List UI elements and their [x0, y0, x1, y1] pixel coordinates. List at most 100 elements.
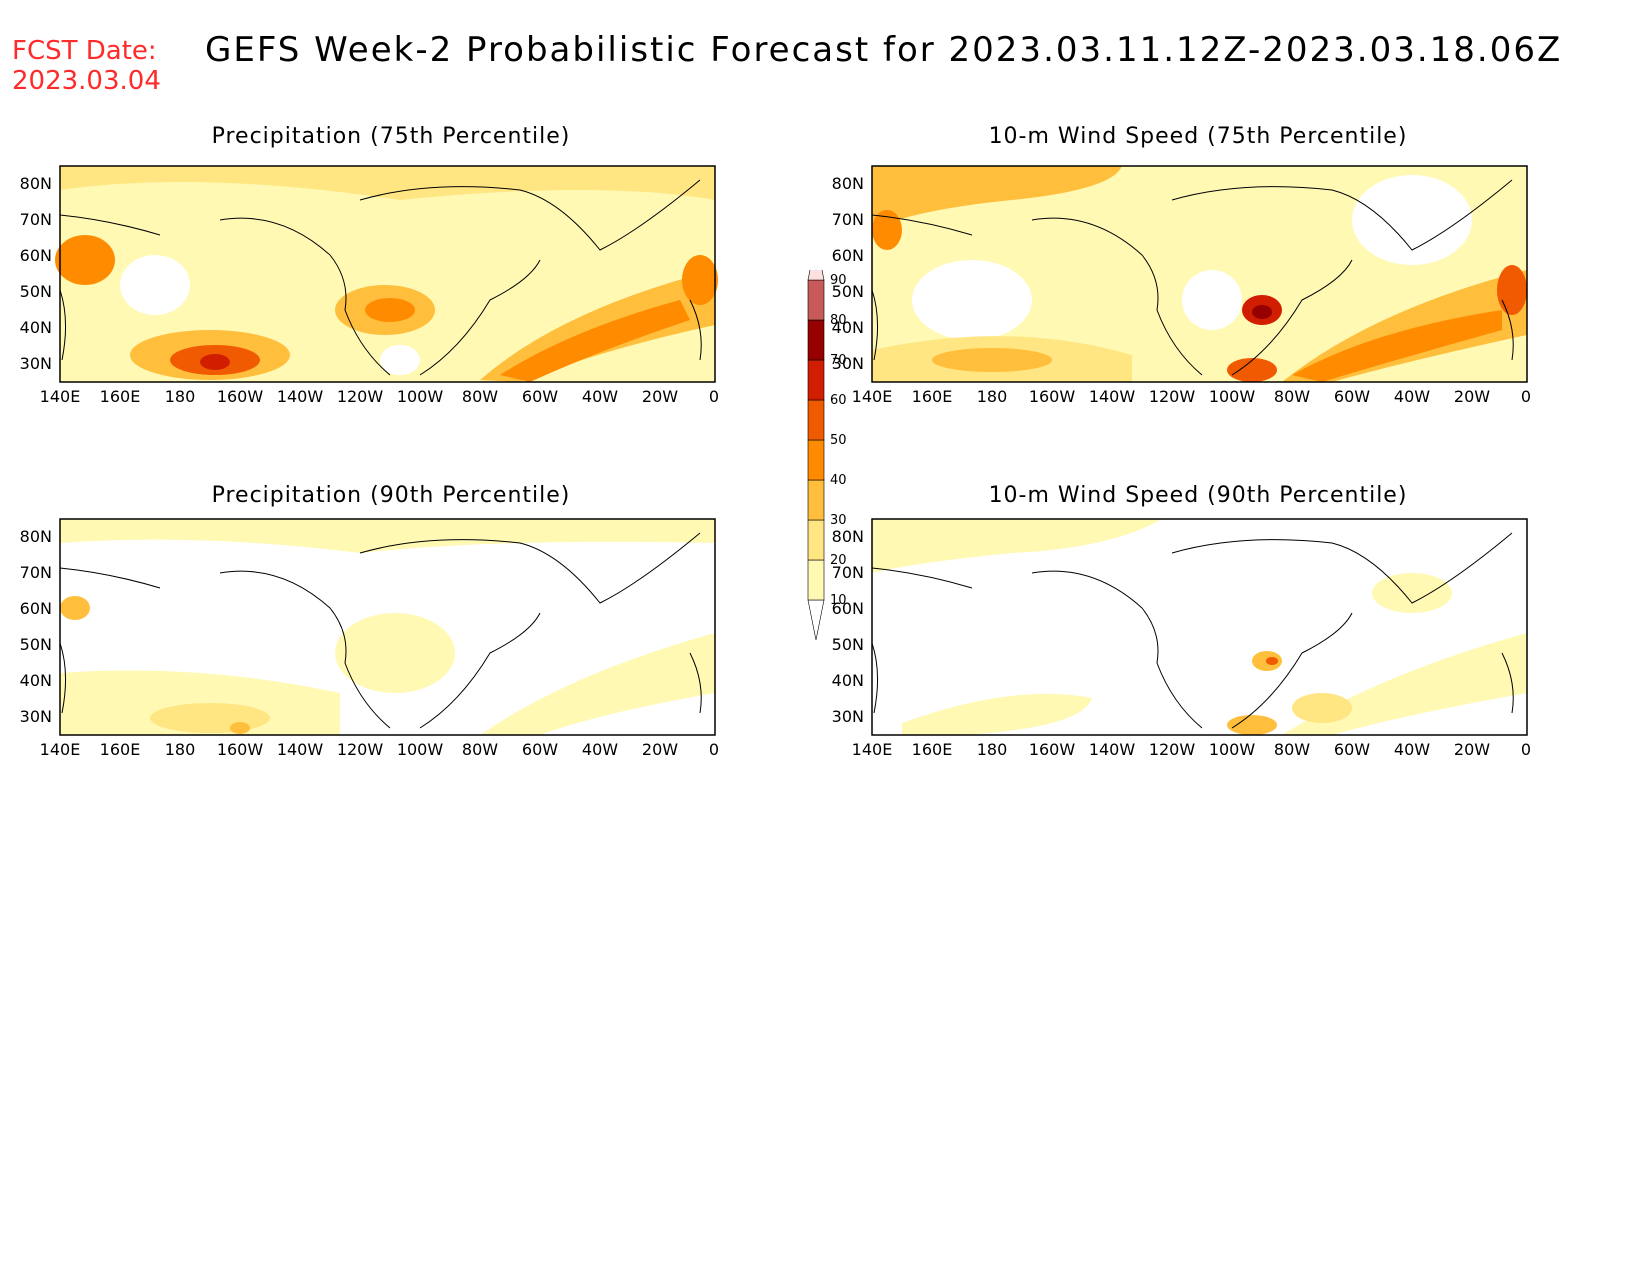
- colorbar-label: 30: [830, 513, 847, 528]
- svg-text:40W: 40W: [582, 387, 618, 406]
- svg-text:70N: 70N: [832, 210, 864, 229]
- svg-text:180: 180: [165, 387, 196, 406]
- colorbar-label: 80: [830, 313, 847, 328]
- colorbar-swatch: [807, 519, 825, 561]
- svg-text:80N: 80N: [20, 527, 52, 546]
- svg-text:180: 180: [977, 387, 1008, 406]
- panel-title-wind-90: 10-m Wind Speed (90th Percentile): [988, 483, 1408, 508]
- map-precip-90: 80N 70N 60N 50N 40N 30N 140E 160E 180 16…: [20, 518, 719, 759]
- svg-text:70N: 70N: [20, 563, 52, 582]
- svg-text:100W: 100W: [1209, 740, 1256, 759]
- svg-text:0: 0: [709, 740, 719, 759]
- svg-text:100W: 100W: [397, 740, 444, 759]
- lat-labels: 80N 70N 60N 50N 40N 30N: [20, 527, 52, 726]
- svg-text:80W: 80W: [1274, 740, 1310, 759]
- map-wind-90: 80N 70N 60N 50N 40N 30N 140E 160E 180 16…: [832, 518, 1531, 759]
- svg-text:0: 0: [1521, 740, 1531, 759]
- svg-text:40N: 40N: [832, 671, 864, 690]
- svg-text:70N: 70N: [832, 563, 864, 582]
- svg-text:70N: 70N: [20, 210, 52, 229]
- svg-text:80N: 80N: [20, 174, 52, 193]
- svg-text:140W: 140W: [277, 387, 324, 406]
- svg-text:80N: 80N: [832, 174, 864, 193]
- colorbar-swatch: [807, 270, 825, 281]
- svg-text:100W: 100W: [397, 387, 444, 406]
- colorbar-swatch: [807, 399, 825, 441]
- svg-text:0: 0: [1521, 387, 1531, 406]
- colorbar-label: 40: [830, 473, 847, 488]
- forecast-date-caption: FCST Date:: [12, 36, 157, 66]
- svg-text:30N: 30N: [832, 707, 864, 726]
- svg-text:40N: 40N: [20, 318, 52, 337]
- colorbar-swatch: [807, 279, 825, 321]
- svg-text:160W: 160W: [217, 740, 264, 759]
- svg-text:120W: 120W: [337, 740, 384, 759]
- colorbar-swatch: [807, 319, 825, 361]
- colorbar-label: 70: [830, 353, 847, 368]
- svg-text:30N: 30N: [20, 707, 52, 726]
- colorbar-label: 20: [830, 553, 847, 568]
- svg-text:60W: 60W: [1334, 740, 1370, 759]
- svg-text:140E: 140E: [852, 740, 893, 759]
- lon-labels: 140E 160E 180 160W 140W 120W 100W 80W 60…: [852, 387, 1531, 406]
- coastlines: [871, 532, 1514, 729]
- svg-text:80W: 80W: [462, 740, 498, 759]
- svg-text:180: 180: [977, 740, 1008, 759]
- probability-shading: [55, 166, 718, 382]
- svg-text:140E: 140E: [40, 387, 81, 406]
- colorbar-swatch: [807, 479, 825, 521]
- svg-text:20W: 20W: [642, 387, 678, 406]
- lat-labels: 80N 70N 60N 50N 40N 30N: [832, 174, 864, 373]
- svg-text:160W: 160W: [1029, 740, 1076, 759]
- colorbar-label: 60: [830, 393, 847, 408]
- coastlines: [59, 179, 702, 376]
- forecast-date-value: 2023.03.04: [12, 66, 161, 96]
- svg-text:60N: 60N: [20, 599, 52, 618]
- colorbar-label: 90: [830, 273, 847, 288]
- forecast-date-label: FCST Date: 2023.03.04: [12, 36, 161, 96]
- svg-text:30N: 30N: [20, 354, 52, 373]
- page-title: GEFS Week-2 Probabilistic Forecast for 2…: [205, 30, 1563, 70]
- lat-labels: 80N 70N 60N 50N 40N 30N: [20, 174, 52, 373]
- svg-text:40W: 40W: [1394, 387, 1430, 406]
- colorbar-label: 50: [830, 433, 847, 448]
- svg-text:120W: 120W: [1149, 387, 1196, 406]
- colorbar-swatch: [807, 439, 825, 481]
- colorbar-swatches: [807, 270, 825, 641]
- svg-text:80W: 80W: [1274, 387, 1310, 406]
- svg-text:20W: 20W: [642, 740, 678, 759]
- map-precip-75: 80N 70N 60N 50N 40N 30N 140E 160E 180 16…: [20, 165, 719, 406]
- map-wind-75: 80N 70N 60N 50N 40N 30N 140E 160E 180 16…: [832, 165, 1531, 406]
- svg-text:50N: 50N: [832, 635, 864, 654]
- coastlines: [59, 532, 702, 729]
- svg-text:50N: 50N: [20, 635, 52, 654]
- svg-text:160E: 160E: [100, 387, 141, 406]
- svg-text:60W: 60W: [522, 387, 558, 406]
- svg-text:0: 0: [709, 387, 719, 406]
- svg-text:20W: 20W: [1454, 740, 1490, 759]
- coastlines: [871, 179, 1514, 376]
- svg-text:40W: 40W: [582, 740, 618, 759]
- lon-labels: 140E 160E 180 160W 140W 120W 100W 80W 60…: [852, 740, 1531, 759]
- svg-text:160E: 160E: [100, 740, 141, 759]
- svg-text:160W: 160W: [1029, 387, 1076, 406]
- svg-text:60N: 60N: [832, 246, 864, 265]
- panel-title-precip-90: Precipitation (90th Percentile): [211, 483, 571, 508]
- colorbar-swatch: [807, 359, 825, 401]
- svg-text:120W: 120W: [337, 387, 384, 406]
- svg-text:80N: 80N: [832, 527, 864, 546]
- svg-text:50N: 50N: [832, 282, 864, 301]
- svg-text:40W: 40W: [1394, 740, 1430, 759]
- colorbar: 10 20 30 40 50 60 70 80 90: [807, 270, 847, 641]
- svg-text:140E: 140E: [40, 740, 81, 759]
- svg-text:20W: 20W: [1454, 387, 1490, 406]
- svg-text:180: 180: [165, 740, 196, 759]
- lat-labels: 80N 70N 60N 50N 40N 30N: [832, 527, 864, 726]
- panel-title-precip-75: Precipitation (75th Percentile): [211, 124, 571, 149]
- panel-title-wind-75: 10-m Wind Speed (75th Percentile): [988, 124, 1408, 149]
- svg-text:40N: 40N: [832, 318, 864, 337]
- svg-text:30N: 30N: [832, 354, 864, 373]
- svg-text:60N: 60N: [20, 246, 52, 265]
- svg-text:140W: 140W: [1089, 740, 1136, 759]
- svg-text:160E: 160E: [912, 740, 953, 759]
